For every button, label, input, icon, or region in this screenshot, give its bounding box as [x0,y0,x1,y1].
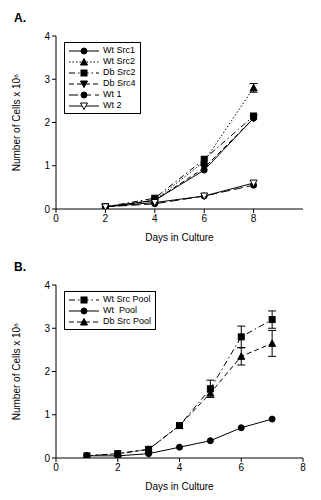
svg-text:6: 6 [201,213,207,224]
svg-text:Number of Cells x 10⁶: Number of Cells x 10⁶ [11,74,22,172]
svg-text:2: 2 [44,366,50,377]
svg-text:4: 4 [177,462,183,473]
svg-text:Days in Culture: Days in Culture [145,481,214,492]
html-text:Wt 1: Wt 1 [103,89,122,99]
html-text:B.: B. [14,260,26,274]
svg-text:8: 8 [251,213,257,224]
svg-text:3: 3 [44,74,50,85]
svg-text:4: 4 [44,280,50,291]
html-text:Wt 2: Wt 2 [103,100,122,110]
svg-text:Number of Cells x 10⁶: Number of Cells x 10⁶ [11,323,22,421]
svg-text:2: 2 [103,213,109,224]
html-text:Db Src Pool: Db Src Pool [103,316,151,326]
html-text:Db Src2: Db Src2 [103,67,136,77]
svg-text:0: 0 [44,204,50,215]
svg-text:8: 8 [300,462,306,473]
svg-text:4: 4 [44,31,50,42]
html-text:Wt Src Pool: Wt Src Pool [103,294,151,304]
svg-text:1: 1 [44,409,50,420]
html-text:Db Src4: Db Src4 [103,78,136,88]
svg-text:1: 1 [44,160,50,171]
html-text:Wt Pool: Wt Pool [103,305,137,315]
svg-text:0: 0 [53,462,59,473]
svg-text:3: 3 [44,323,50,334]
svg-text:2: 2 [44,117,50,128]
html-text:A.: A. [14,11,26,25]
svg-text:0: 0 [53,213,59,224]
svg-text:0: 0 [44,453,50,464]
html-text:Wt Src1: Wt Src1 [103,45,135,55]
svg-text:2: 2 [115,462,121,473]
svg-text:4: 4 [152,213,158,224]
svg-text:6: 6 [238,462,244,473]
svg-text:Days in Culture: Days in Culture [145,232,214,243]
html-text:Wt Src2: Wt Src2 [103,56,135,66]
